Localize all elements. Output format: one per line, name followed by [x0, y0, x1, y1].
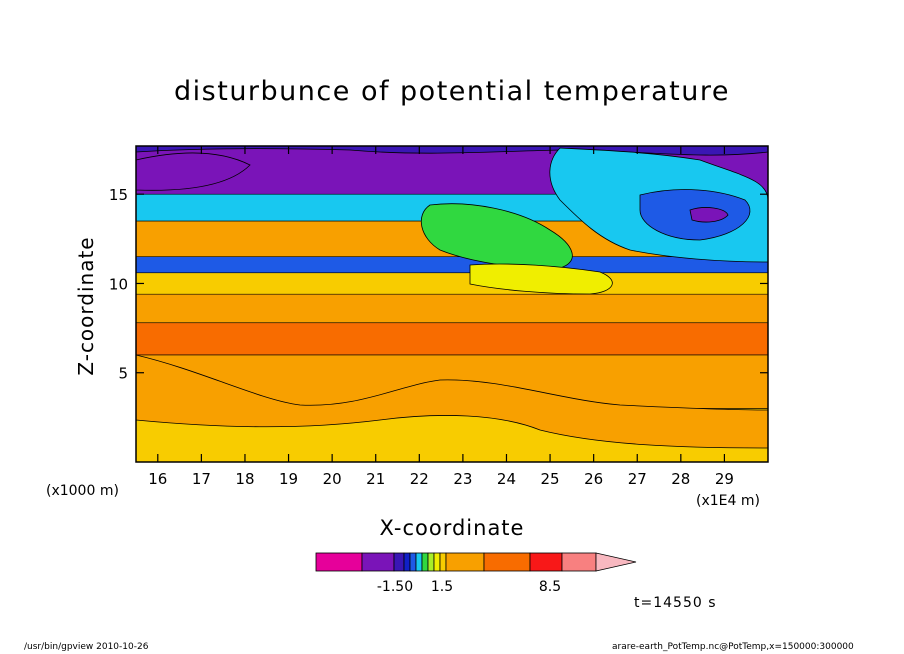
colorbar-cell-5 — [415, 552, 423, 572]
x-axis-unit-left: (x1000 m) — [46, 483, 119, 499]
x-tick-label: 25 — [541, 470, 560, 488]
colorbar-arrow — [595, 552, 637, 572]
x-tick-label: 17 — [192, 470, 211, 488]
x-tick-label: 16 — [148, 470, 167, 488]
heatmap-field — [136, 146, 768, 462]
colorbar-cell-2 — [393, 552, 405, 572]
x-tick-label: 18 — [235, 470, 254, 488]
contour-blob-yellow-mid — [469, 263, 613, 295]
colorbar-label: 1.5 — [431, 579, 453, 595]
contour-blob-yellow-base — [136, 415, 768, 462]
contour-blob-purple-left — [136, 152, 251, 191]
colorbar-cell-13 — [561, 552, 597, 572]
colorbar-label: -1.50 — [377, 579, 413, 595]
footer-right: arare-earth_PotTemp.nc@PotTemp,x=150000:… — [612, 642, 854, 652]
field-band-7 — [136, 256, 768, 274]
colorbar-cell-6 — [421, 552, 429, 572]
field-band-4 — [136, 322, 768, 356]
x-tick-label: 26 — [584, 470, 603, 488]
y-ticks: 5 10 15 — [109, 186, 768, 383]
colorbar-label: 8.5 — [539, 579, 561, 595]
x-tick-label: 29 — [715, 470, 734, 488]
x-axis-label: X-coordinate — [379, 516, 525, 540]
x-tick-label: 22 — [410, 470, 429, 488]
chart-title: disturbunce of potential temperature — [174, 76, 730, 107]
x-tick-label: 21 — [366, 470, 385, 488]
colorbar-cell-0 — [315, 552, 363, 572]
field-band-6 — [136, 272, 768, 295]
colorbar-cell-1 — [361, 552, 395, 572]
plot-frame — [135, 145, 769, 463]
x-tick-label: 19 — [279, 470, 298, 488]
time-label: t=14550 s — [634, 595, 717, 611]
x-tick-label: 28 — [671, 470, 690, 488]
colorbar-cell-12 — [529, 552, 563, 572]
colorbar-cell-4 — [409, 552, 417, 572]
contour-blob-purple-right — [689, 207, 729, 223]
x-tick-label: 24 — [497, 470, 516, 488]
colorbar-cell-9 — [439, 552, 447, 572]
y-tick-label: 10 — [109, 275, 128, 293]
colorbar-cell-3 — [403, 552, 411, 572]
colorbar-cell-7 — [427, 552, 435, 572]
x-ticks: 16 17 18 19 20 21 22 23 24 25 26 27 28 29 — [148, 146, 734, 488]
x-tick-label: 20 — [323, 470, 342, 488]
contour-blob-darkblue-top — [136, 146, 768, 156]
colorbar-cell-10 — [445, 552, 485, 572]
colorbar: -1.50 1.5 8.5 — [315, 552, 637, 595]
y-tick-label: 15 — [109, 186, 128, 204]
x-tick-label: 27 — [628, 470, 647, 488]
colorbar-cell-11 — [483, 552, 531, 572]
y-tick-label: 5 — [118, 365, 128, 383]
field-band-5 — [136, 293, 768, 324]
footer-left: /usr/bin/gpview 2010-10-26 — [24, 642, 149, 652]
colorbar-cell-8 — [433, 552, 441, 572]
x-tick-label: 23 — [453, 470, 472, 488]
x-axis-unit-right: (x1E4 m) — [696, 493, 760, 509]
